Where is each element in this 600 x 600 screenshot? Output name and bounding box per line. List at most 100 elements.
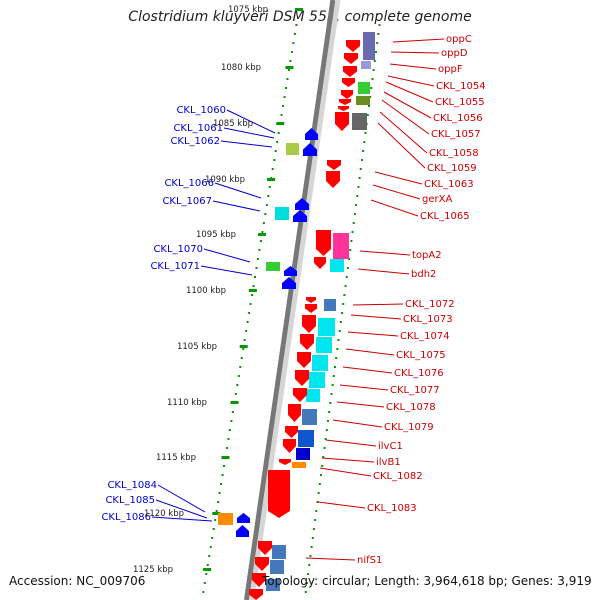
domain-box: [358, 82, 370, 94]
domain-box: [296, 448, 310, 460]
domain-box: [266, 262, 280, 271]
leader-line: [374, 171, 423, 185]
leader-line: [319, 467, 372, 477]
scale-tick: [221, 456, 230, 459]
reverse-gene-label: oppD: [441, 48, 468, 59]
forward-gene-label: CKL_1086: [101, 512, 151, 523]
domain-box: [266, 579, 280, 591]
forward-gene-arrow: [303, 143, 317, 156]
forward-gene-label: CKL_1067: [162, 196, 212, 207]
reverse-gene-label: oppF: [438, 64, 463, 75]
scale-tick: [203, 568, 212, 571]
forward-gene-arrow: [295, 198, 309, 210]
reverse-gene-label: CKL_1077: [390, 385, 440, 396]
leader-line: [389, 63, 437, 70]
reverse-gene-label: gerXA: [422, 194, 452, 205]
forward-gene-arrow: [236, 525, 249, 537]
reverse-gene-arrow: [300, 334, 314, 350]
domain-box: [275, 207, 289, 220]
reverse-gene-arrow: [306, 297, 316, 303]
scale-tick: [267, 178, 276, 181]
domain-box: [302, 409, 317, 425]
reverse-gene-label: bdh2: [411, 269, 436, 280]
forward-gene-arrow: [282, 277, 296, 289]
reverse-gene-label: CKL_1063: [424, 179, 474, 190]
reverse-gene-label: CKL_1079: [384, 422, 434, 433]
domain-box: [312, 355, 328, 371]
reverse-gene-arrow: [339, 99, 351, 105]
leader-line: [379, 111, 428, 154]
reverse-gene-arrow: [344, 53, 358, 64]
reverse-gene-arrow: [293, 388, 307, 402]
reverse-gene-arrow: [316, 230, 331, 256]
leader-line: [305, 557, 356, 561]
scale-label: 1110 kbp: [167, 398, 207, 408]
forward-gene-label: CKL_1071: [150, 261, 200, 272]
leader-line: [387, 75, 435, 87]
domain-box: [292, 462, 306, 468]
forward-gene-label: CKL_1061: [173, 123, 223, 134]
domain-box: [309, 372, 325, 388]
leader-line: [381, 99, 430, 135]
forward-gene-label: CKL_1084: [107, 480, 157, 491]
leader-line: [317, 501, 366, 509]
reverse-gene-label: oppC: [446, 34, 472, 45]
genome-backbone: [244, 0, 341, 600]
scale-label: 1080 kbp: [221, 63, 261, 73]
forward-gene-arrow: [237, 513, 250, 523]
reverse-gene-label: CKL_1065: [420, 211, 470, 222]
leader-line: [357, 268, 410, 275]
scale-label: 1125 kbp: [133, 565, 173, 575]
leader-line: [390, 51, 440, 54]
reverse-gene-label: CKL_1082: [373, 471, 423, 482]
reverse-gene-arrow: [343, 66, 357, 77]
leader-line: [347, 331, 399, 337]
reverse-gene-label: ilvB1: [376, 457, 401, 468]
domain-box: [324, 299, 336, 311]
topology-text: Topology: circular; Length: 3,964,618 bp…: [262, 574, 592, 588]
scale-tick: [212, 512, 221, 515]
reverse-gene-label: CKL_1074: [400, 331, 450, 342]
reverse-gene-label: CKL_1056: [433, 113, 483, 124]
reverse-gene-arrow: [252, 573, 266, 587]
backbone-shadow: [249, 0, 341, 600]
scale-tick: [230, 401, 239, 404]
scale-tick: [248, 289, 257, 292]
tick-marks: [202, 8, 381, 593]
leader-line: [157, 484, 206, 513]
leader-line: [151, 516, 213, 522]
leader-line: [155, 499, 208, 519]
leader-line: [377, 122, 426, 169]
scale-label: 1085 kbp: [213, 119, 253, 129]
domain-box: [286, 143, 299, 155]
reverse-gene-arrow: [326, 171, 340, 188]
reverse-gene-arrow: [297, 352, 311, 368]
scale-label: 1075 kbp: [228, 5, 268, 15]
scale-label: 1090 kbp: [205, 175, 245, 185]
forward-gene-label: CKL_1066: [164, 178, 214, 189]
reverse-gene-arrow: [302, 315, 316, 333]
reverse-gene-label: CKL_1058: [429, 148, 479, 159]
forward-gene-arrow: [293, 210, 307, 222]
domain-box: [272, 545, 286, 559]
leader-line: [383, 91, 432, 119]
leader-line: [372, 184, 421, 200]
reverse-gene-arrow: [341, 90, 353, 99]
leader-line: [342, 366, 393, 374]
leader-line: [339, 384, 389, 391]
gene-labels: CKL_1060 CKL_1061 CKL_1062 CKL_1066 CKL_1067…: [101, 34, 485, 566]
domain-box: [363, 32, 375, 60]
leader-line: [325, 439, 377, 447]
leader-line: [332, 419, 383, 428]
reverse-gene-label: CKL_1076: [394, 368, 444, 379]
reverse-gene-label: CKL_1078: [386, 402, 436, 413]
reverse-gene-label: CKL_1075: [396, 350, 446, 361]
domain-boxes: [218, 32, 375, 591]
reverse-gene-arrow: [288, 404, 301, 422]
domain-box: [316, 337, 332, 353]
leader-line: [203, 248, 251, 263]
forward-gene-label: CKL_1070: [153, 244, 203, 255]
scale-tick: [276, 122, 285, 125]
reverse-gene-arrow: [268, 470, 290, 518]
